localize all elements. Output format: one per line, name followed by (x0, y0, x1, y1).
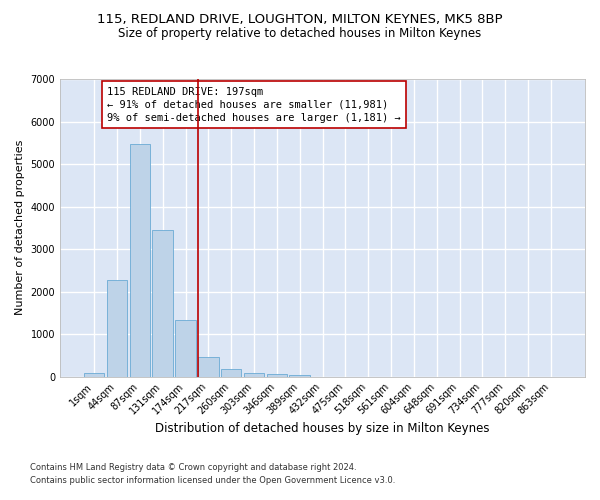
Bar (130, 144, 150, 376)
X-axis label: Distribution of detached houses by size in Milton Keynes: Distribution of detached houses by size … (155, 422, 490, 435)
Bar (107, 280, 127, 376)
Y-axis label: Number of detached properties: Number of detached properties (15, 140, 25, 316)
Bar (266, 374, 287, 376)
Bar (152, 230, 173, 376)
Bar (289, 375, 310, 376)
Bar (244, 372, 264, 376)
Text: Contains public sector information licensed under the Open Government Licence v3: Contains public sector information licen… (30, 476, 395, 485)
Text: Size of property relative to detached houses in Milton Keynes: Size of property relative to detached ho… (118, 28, 482, 40)
Text: 115 REDLAND DRIVE: 197sqm
← 91% of detached houses are smaller (11,981)
9% of se: 115 REDLAND DRIVE: 197sqm ← 91% of detac… (107, 86, 400, 123)
Bar (221, 369, 241, 376)
Bar (198, 357, 218, 376)
Bar (84, 373, 104, 376)
Text: Contains HM Land Registry data © Crown copyright and database right 2024.: Contains HM Land Registry data © Crown c… (30, 464, 356, 472)
Bar (175, 320, 196, 376)
Text: 115, REDLAND DRIVE, LOUGHTON, MILTON KEYNES, MK5 8BP: 115, REDLAND DRIVE, LOUGHTON, MILTON KEY… (97, 12, 503, 26)
